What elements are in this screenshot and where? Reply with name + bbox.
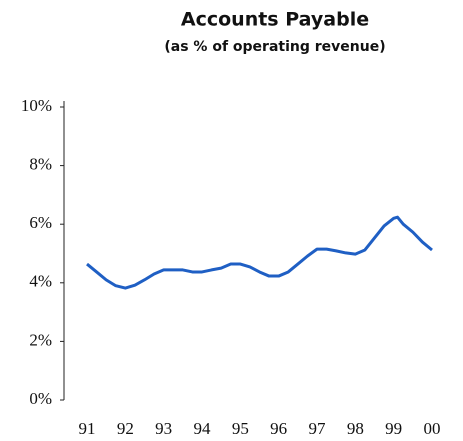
x-tick-label: 94 xyxy=(194,419,212,438)
y-tick-label: 4% xyxy=(29,272,52,291)
y-tick-label: 8% xyxy=(29,155,52,174)
x-tick-label: 93 xyxy=(155,419,172,438)
x-tick-label: 99 xyxy=(385,419,402,438)
chart-title: Accounts Payable xyxy=(181,9,369,31)
x-tick-label: 00 xyxy=(424,419,441,438)
x-tick-label: 91 xyxy=(79,419,96,438)
x-tick-label: 97 xyxy=(309,419,327,438)
x-tick-label: 96 xyxy=(270,419,287,438)
y-tick-label: 0% xyxy=(29,389,52,408)
x-tick-label: 92 xyxy=(117,419,134,438)
x-tick-label: 95 xyxy=(232,419,249,438)
line xyxy=(86,215,433,290)
y-tick-label: 2% xyxy=(29,330,52,349)
y-tick-label: 10% xyxy=(21,96,52,115)
x-tick-label: 98 xyxy=(347,419,364,438)
y-tick-label: 6% xyxy=(29,213,52,232)
chart-subtitle: (as % of operating revenue) xyxy=(164,39,385,55)
